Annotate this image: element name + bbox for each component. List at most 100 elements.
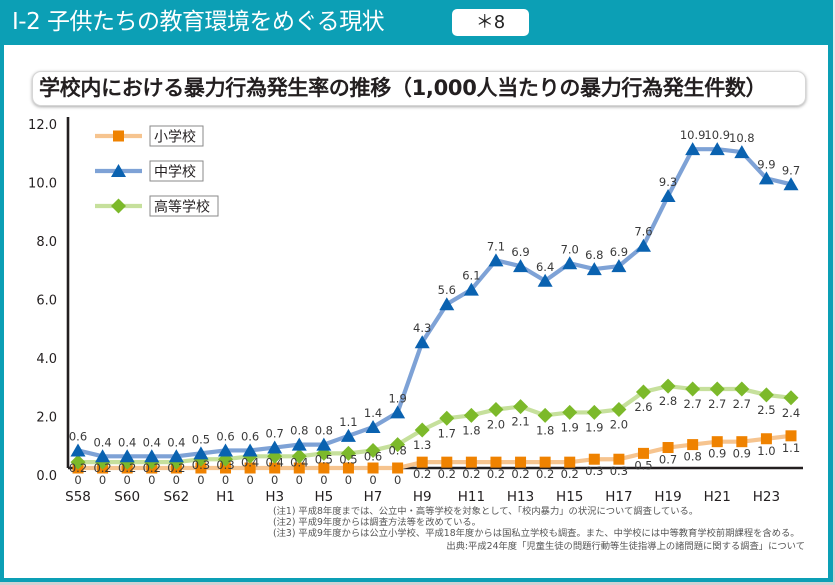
data-point-triangle [267, 440, 283, 454]
data-label: 7.0 [561, 242, 579, 256]
x-tick-label: S58 [65, 489, 91, 505]
data-point-square [736, 436, 748, 448]
data-point-square [687, 439, 699, 451]
data-point-square [318, 462, 330, 474]
y-tick-label: 2.0 [36, 411, 57, 426]
data-label: 1.7 [438, 426, 456, 440]
data-label: 0.4 [290, 455, 308, 469]
y-tick-label: 0.0 [36, 469, 57, 484]
data-label: 0.6 [216, 429, 234, 443]
data-point-square [269, 462, 281, 474]
data-point-triangle [168, 449, 184, 463]
data-label: 1.0 [757, 444, 775, 458]
data-point-diamond [70, 454, 86, 470]
data-point-triangle [340, 428, 356, 442]
data-labels-layer: 0 0 0 0 0 0 0 0 0 0 0 0 0 0 0.2 0.2 0.2 0.2 0.2 0.2 0.2 0.3 0.… [69, 128, 800, 487]
data-label: 5.6 [438, 283, 456, 297]
data-point-square [490, 456, 502, 468]
data-point-triangle [218, 443, 234, 457]
data-label: 9.7 [782, 163, 800, 177]
data-point-diamond [586, 404, 602, 420]
data-label: 0.8 [684, 450, 702, 464]
data-label: 0 [369, 473, 376, 487]
x-tick-label: H19 [654, 489, 681, 505]
data-label: 0.3 [192, 458, 210, 472]
x-tick-label: S60 [114, 489, 140, 505]
data-point-square [515, 456, 527, 468]
data-point-triangle [685, 142, 701, 156]
data-label: 0.5 [192, 432, 210, 446]
y-tick-label: 8.0 [36, 235, 57, 250]
section-badge: ＊8 [452, 9, 529, 36]
data-label: 2.8 [659, 394, 677, 408]
data-label: 0.7 [659, 453, 677, 467]
data-point-triangle [414, 335, 430, 349]
data-label: 9.3 [659, 175, 677, 189]
data-label: 0.6 [364, 449, 382, 463]
data-label: 2.6 [634, 400, 652, 414]
data-point-triangle [783, 177, 799, 191]
data-label: 2.4 [782, 406, 800, 420]
data-label: 0.3 [216, 458, 234, 472]
data-label: 0.9 [733, 447, 751, 461]
legend-label-box [149, 125, 204, 147]
data-point-diamond [390, 437, 406, 453]
data-label: 2.7 [684, 397, 702, 411]
data-label: 0.2 [143, 461, 161, 475]
data-point-square [588, 453, 600, 465]
legend-item: 中学校 [95, 160, 204, 182]
data-label: 0.5 [315, 452, 333, 466]
legend-label-box [149, 195, 219, 217]
x-tick-label: S62 [163, 489, 189, 505]
data-point-square [465, 456, 477, 468]
data-point-diamond [734, 381, 750, 397]
data-label: 0 [124, 473, 131, 487]
data-label: 0.4 [167, 435, 185, 449]
data-label: 0.4 [93, 435, 111, 449]
data-point-diamond [783, 390, 799, 406]
data-label: 0.2 [167, 461, 185, 475]
data-label: 0.3 [610, 464, 628, 478]
data-label: 2.7 [733, 397, 751, 411]
data-point-triangle [439, 297, 455, 311]
data-point-triangle [537, 273, 553, 287]
data-label: 0.2 [536, 467, 554, 481]
data-point-diamond [537, 407, 553, 423]
x-tick-label: H21 [704, 489, 731, 505]
note-1: (注1) 平成8年度までは、公立中・高等学校を対象として、「校内暴力」の状況につ… [273, 506, 699, 517]
y-tick-label: 12.0 [28, 118, 57, 133]
data-point-diamond [340, 445, 356, 461]
y-tick-label: 6.0 [36, 294, 57, 309]
data-label: 0.2 [438, 467, 456, 481]
data-point-triangle [242, 443, 258, 457]
legend-label: 高等学校 [154, 199, 210, 216]
data-label: 6.9 [610, 245, 628, 259]
data-label: 9.9 [757, 157, 775, 171]
data-point-square [539, 456, 551, 468]
data-label: 1.3 [413, 438, 431, 452]
legend-item: 小学校 [95, 125, 204, 147]
data-label: 0.2 [69, 461, 87, 475]
data-label: 1.1 [782, 441, 800, 455]
data-label: 1.9 [561, 420, 579, 434]
data-label: 0.6 [241, 429, 259, 443]
data-point-square [392, 462, 404, 474]
data-label: 0.2 [487, 467, 505, 481]
legend-item: 高等学校 [95, 195, 219, 217]
data-point-triangle [95, 449, 111, 463]
data-point-triangle [586, 262, 602, 276]
data-label: 0 [296, 473, 303, 487]
data-point-square [564, 456, 576, 468]
x-tick-label: H7 [364, 489, 383, 505]
data-point-square [711, 436, 723, 448]
data-label: 4.3 [413, 321, 431, 335]
data-point-square [367, 462, 379, 474]
data-label: 0 [173, 473, 180, 487]
axes: 0.0 2.0 4.0 6.0 8.0 10.0 12.0 S58 S60 S62 H1 H3 H5 H7… [28, 117, 803, 505]
data-point-diamond [709, 381, 725, 397]
data-point-triangle [562, 256, 578, 270]
data-label: 0.2 [462, 467, 480, 481]
data-label: 0 [394, 473, 401, 487]
data-point-square [220, 462, 232, 474]
